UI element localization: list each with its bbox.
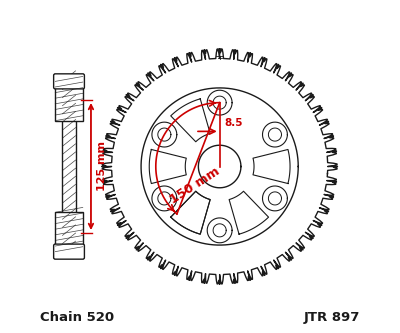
Text: 125 mm: 125 mm (97, 142, 107, 191)
Polygon shape (98, 45, 341, 288)
Text: 8.5: 8.5 (224, 118, 243, 128)
Polygon shape (268, 128, 282, 141)
Polygon shape (171, 191, 210, 234)
Polygon shape (213, 96, 226, 109)
Polygon shape (158, 192, 171, 205)
Polygon shape (207, 90, 232, 115)
Polygon shape (102, 49, 338, 284)
Polygon shape (213, 224, 226, 237)
Polygon shape (262, 122, 287, 147)
Polygon shape (152, 122, 177, 147)
Bar (62, 81, 76, 252)
Text: Chain 520: Chain 520 (40, 311, 114, 324)
Bar (55, 81, 83, 121)
Polygon shape (171, 191, 210, 234)
Bar (55, 212, 83, 252)
FancyBboxPatch shape (54, 244, 84, 259)
Polygon shape (268, 192, 282, 205)
Polygon shape (171, 99, 210, 142)
Polygon shape (158, 128, 171, 141)
Polygon shape (262, 186, 287, 211)
Polygon shape (229, 191, 268, 234)
Polygon shape (149, 150, 186, 183)
Text: 150 mm: 150 mm (168, 165, 222, 206)
Text: JTR 897: JTR 897 (304, 311, 360, 324)
FancyBboxPatch shape (54, 74, 84, 89)
Polygon shape (198, 145, 241, 188)
Polygon shape (207, 218, 232, 243)
Polygon shape (253, 150, 290, 183)
Polygon shape (152, 186, 177, 211)
